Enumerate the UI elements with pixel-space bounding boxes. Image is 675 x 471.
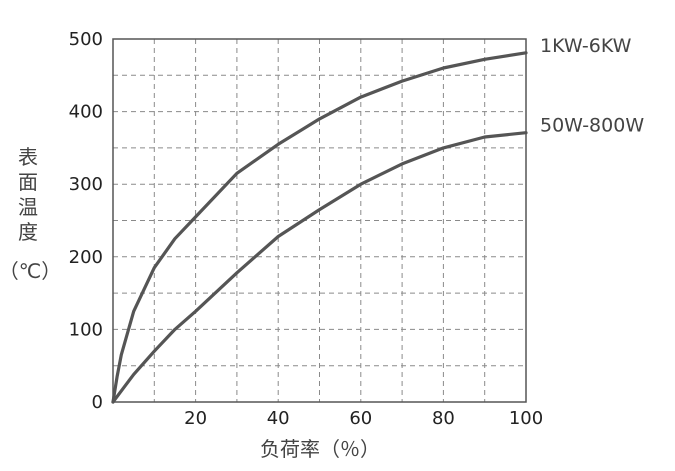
y-axis-title-char: 表 — [18, 145, 38, 169]
grid — [113, 39, 526, 402]
y-tick-labels: 0 100 200 300 400 500 — [69, 29, 103, 413]
y-tick-label: 200 — [69, 247, 103, 268]
y-tick-label: 300 — [69, 174, 103, 195]
y-tick-label: 0 — [92, 392, 103, 413]
y-axis-title-char: 度 — [18, 220, 38, 244]
x-tick-label: 100 — [509, 408, 543, 429]
series-line-2 — [111, 131, 528, 404]
y-axis-title-char: 面 — [18, 170, 38, 194]
series-line-1 — [111, 51, 528, 404]
series-label-1: 1KW-6KW — [540, 35, 632, 57]
y-tick-label: 400 — [69, 102, 103, 123]
y-tick-label: 500 — [69, 29, 103, 50]
y-axis-unit: （℃） — [0, 259, 61, 283]
x-tick-label: 80 — [432, 408, 455, 429]
x-axis-title: 负荷率（％） — [260, 437, 380, 461]
series-lines — [111, 51, 528, 404]
plot-border — [112, 38, 527, 403]
x-tick-label: 60 — [349, 408, 372, 429]
y-tick-label: 100 — [69, 319, 103, 340]
y-axis-title-char: 温 — [18, 195, 38, 219]
x-tick-label: 20 — [184, 408, 207, 429]
series-label-2: 50W-800W — [540, 115, 644, 137]
x-tick-label: 40 — [267, 408, 290, 429]
plot-frame — [112, 38, 527, 403]
x-tick-labels: 20 40 60 80 100 — [184, 408, 543, 429]
series-labels: 1KW-6KW 50W-800W — [540, 35, 644, 137]
